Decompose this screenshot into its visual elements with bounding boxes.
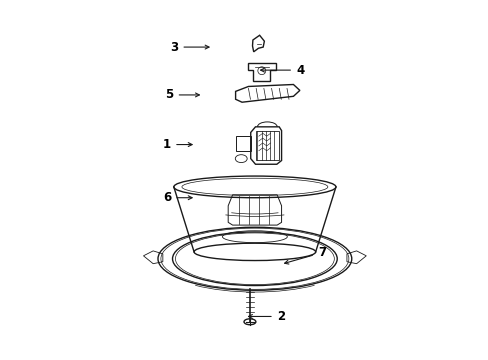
Text: 6: 6 [163,191,192,204]
Bar [256,131,279,160]
Text: 2: 2 [248,310,284,323]
Text: 5: 5 [165,89,199,102]
Text: 4: 4 [260,64,304,77]
Text: 3: 3 [170,41,209,54]
Text: 1: 1 [163,138,192,151]
Text: 7: 7 [284,246,325,264]
